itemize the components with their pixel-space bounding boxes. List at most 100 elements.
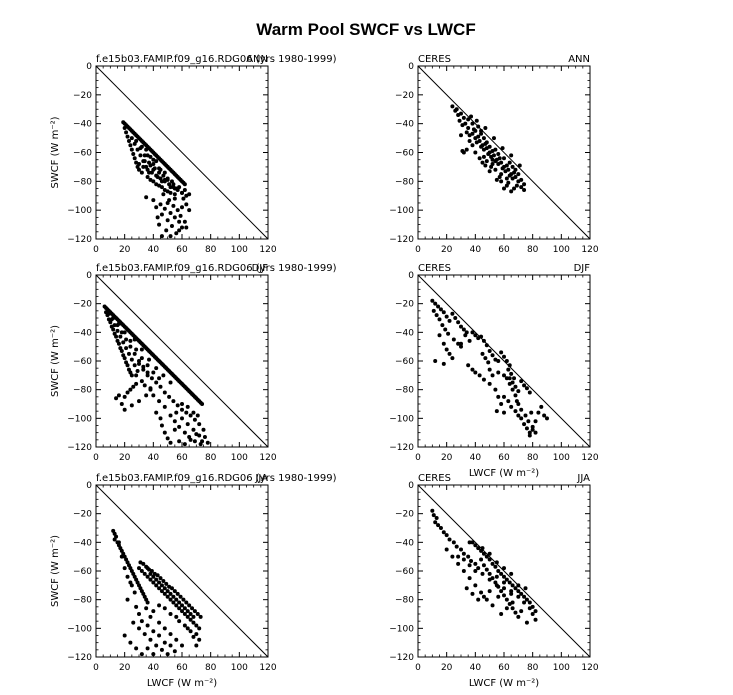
data-point [172, 196, 177, 201]
data-point [506, 399, 511, 404]
data-point [128, 387, 133, 392]
data-point [496, 569, 501, 573]
y-tick-label: −20 [73, 300, 92, 310]
x-tick-label: 100 [231, 453, 248, 463]
data-point [205, 440, 210, 445]
data-point [145, 167, 150, 172]
data-point [180, 643, 184, 648]
data-point [172, 649, 177, 654]
data-point [180, 416, 184, 421]
data-point [148, 637, 153, 642]
scatter-panel-3: 0 20 40 60 80 100 120 0 −20 −40 −60 −80 −100 −120 f.e1… [50, 263, 337, 463]
data-point [461, 327, 466, 332]
data-point [132, 351, 137, 356]
y-tick-label: −100 [389, 414, 414, 424]
panel-right-label: DJF [252, 263, 269, 274]
data-point [502, 373, 506, 378]
data-point [187, 208, 192, 213]
y-tick-label: −20 [395, 91, 414, 101]
data-point [194, 623, 199, 628]
data-point [510, 583, 515, 588]
x-tick-label: 80 [527, 663, 539, 673]
x-tick-label: 120 [259, 453, 276, 463]
x-tick-label: 0 [415, 663, 421, 673]
data-point [128, 338, 133, 343]
y-tick-label: −120 [67, 443, 92, 453]
reference-line [95, 484, 269, 658]
data-point [145, 175, 150, 180]
data-point [161, 373, 166, 378]
data-point [476, 597, 481, 602]
x-tick-label: 40 [470, 453, 482, 463]
x-tick-label: 20 [119, 245, 131, 255]
data-point [466, 554, 471, 559]
data-point [527, 390, 532, 395]
data-point [154, 410, 159, 415]
y-tick-label: −80 [395, 177, 414, 187]
x-tick-label: 40 [148, 453, 160, 463]
data-point [174, 597, 179, 602]
data-point [149, 376, 154, 381]
reference-line [417, 65, 591, 240]
data-point [171, 399, 176, 404]
data-point [493, 564, 498, 569]
data-point [157, 633, 162, 638]
data-point [171, 185, 176, 190]
data-point [491, 136, 496, 141]
data-point [122, 407, 127, 412]
y-tick-label: −60 [73, 357, 92, 367]
data-point [185, 614, 190, 619]
data-point [470, 121, 475, 126]
y-tick-label: −20 [395, 300, 414, 310]
data-point [454, 107, 459, 112]
data-point [177, 424, 182, 429]
data-point [504, 183, 509, 188]
data-point [513, 167, 518, 172]
data-point [165, 589, 170, 594]
data-point [144, 606, 149, 611]
data-point [165, 436, 170, 441]
data-point [184, 600, 189, 605]
data-point [182, 187, 187, 192]
data-point [197, 422, 202, 427]
data-point [116, 393, 121, 398]
x-axis-title: LWCF (W m⁻²) [469, 678, 539, 689]
data-point [125, 327, 130, 332]
y-tick-label: −80 [395, 386, 414, 396]
x-tick-label: 20 [441, 663, 453, 673]
data-point [499, 179, 504, 184]
data-point [496, 370, 501, 375]
data-point [191, 427, 196, 432]
data-point [431, 308, 436, 313]
data-point [159, 583, 164, 588]
x-tick-label: 80 [205, 663, 217, 673]
data-point [513, 409, 518, 414]
data-point [502, 593, 506, 598]
data-point [157, 620, 162, 625]
data-point [115, 328, 120, 333]
scatter-points [111, 528, 203, 657]
data-point [496, 359, 501, 363]
data-point [484, 567, 489, 572]
data-point [169, 179, 174, 184]
data-point [137, 162, 141, 167]
data-point [167, 394, 172, 399]
data-point [137, 612, 141, 616]
data-point [185, 626, 190, 631]
data-point [502, 566, 506, 571]
data-point [499, 571, 504, 576]
data-point [523, 413, 528, 418]
data-point [168, 591, 173, 596]
data-point [159, 423, 164, 428]
x-tick-label: 60 [176, 663, 188, 673]
data-point [164, 581, 169, 586]
data-point [155, 573, 160, 578]
data-point [159, 589, 164, 594]
data-point [464, 586, 469, 591]
data-point [121, 340, 126, 345]
data-point [454, 544, 459, 549]
data-point [151, 629, 156, 634]
data-point [188, 629, 193, 634]
data-point [106, 311, 111, 316]
data-point [114, 396, 119, 401]
